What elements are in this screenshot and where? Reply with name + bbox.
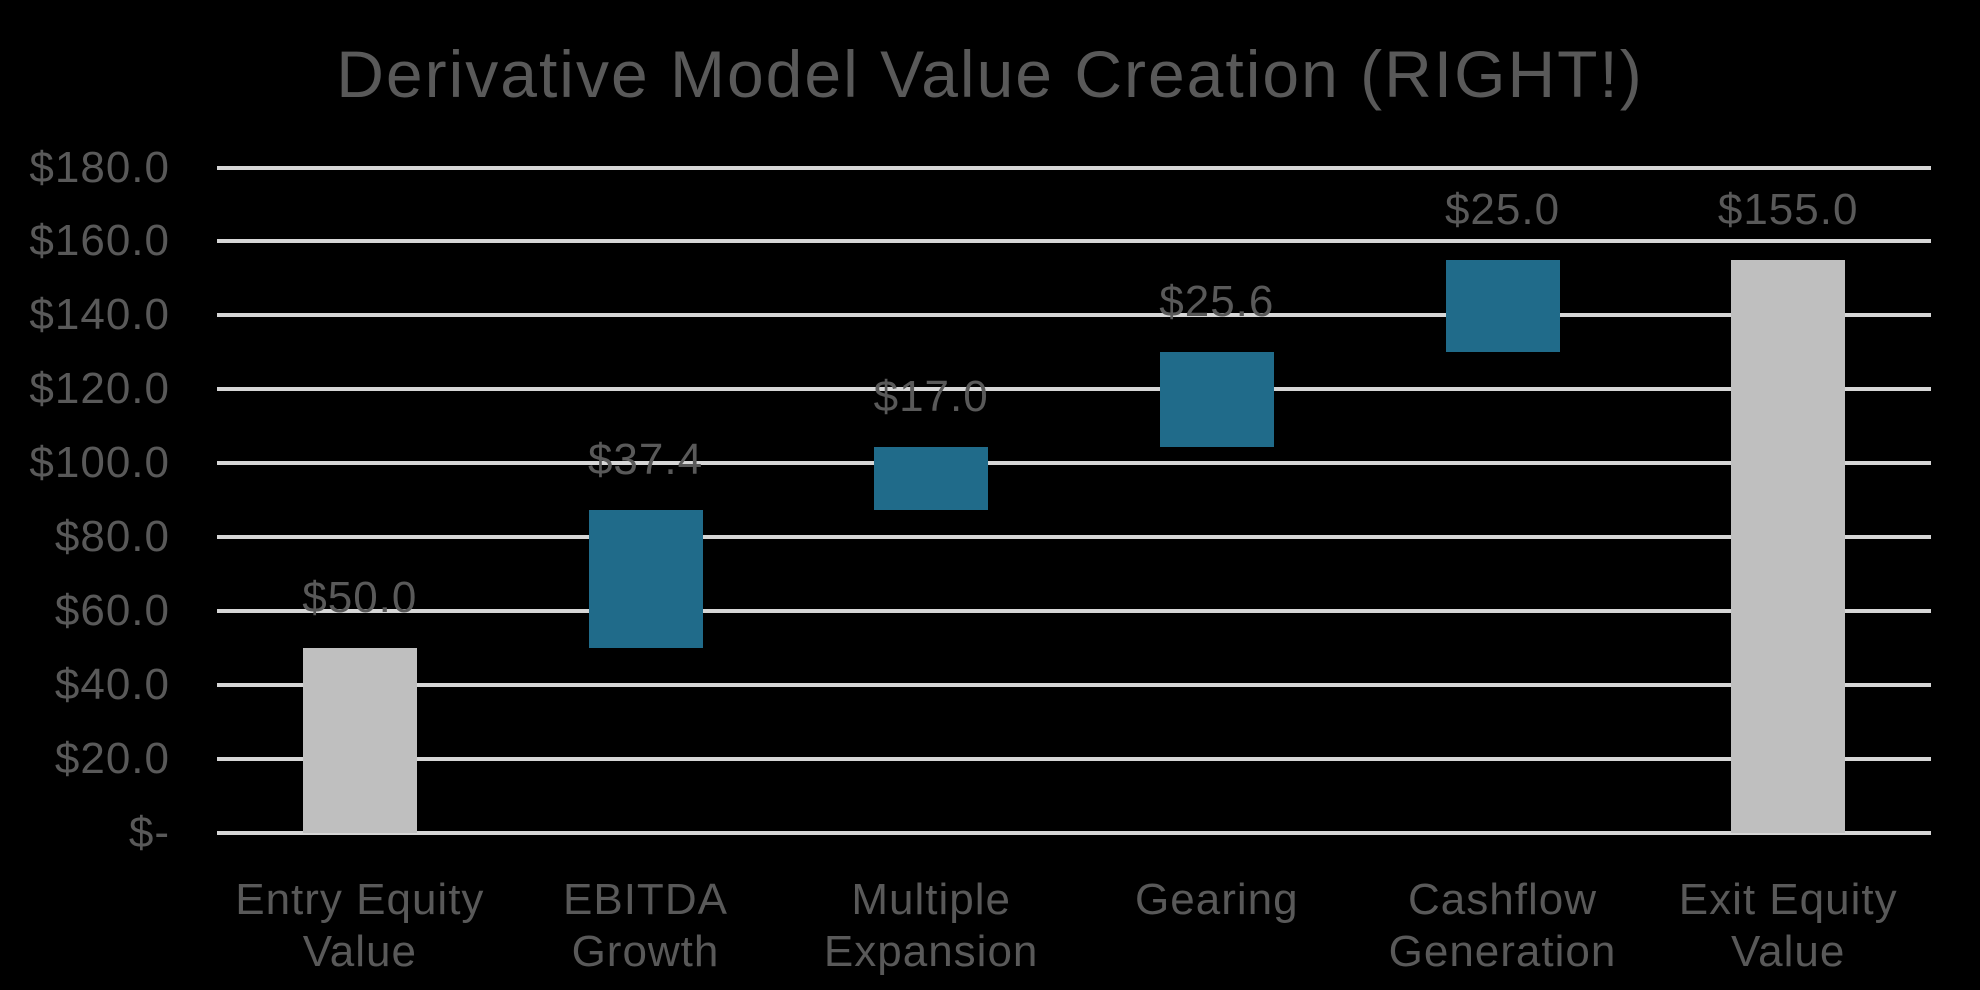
gridline-20: [217, 757, 1931, 762]
data-label-exit-equity-value: $155.0: [1717, 184, 1859, 234]
y-tick-label-160: $160.0: [29, 216, 170, 266]
data-label-cashflow-generation: $25.0: [1444, 184, 1561, 234]
category-label-gearing: Gearing: [1135, 875, 1299, 924]
data-label-gearing: $25.6: [1159, 277, 1275, 327]
gridline-80: [217, 535, 1931, 540]
y-tick-label-20: $20.0: [54, 734, 170, 784]
gridline-180: [217, 165, 1931, 170]
chart-title: Derivative Model Value Creation (RIGHT!): [336, 37, 1644, 111]
bar-multiple-expansion: [874, 447, 989, 510]
category-label-multiple-expansion: Multiple Expansion: [823, 875, 1039, 976]
gridline-100: [217, 461, 1931, 466]
y-tick-label-0: $-: [128, 808, 170, 857]
gridline-0: [217, 831, 1931, 835]
y-tick-label-180: $180.0: [29, 142, 170, 192]
y-tick-label-140: $140.0: [29, 290, 170, 340]
y-tick-label-60: $60.0: [54, 586, 170, 636]
gridline-40: [217, 683, 1931, 688]
y-tick-label-80: $80.0: [54, 512, 170, 562]
gridline-140: [217, 313, 1931, 318]
y-tick-label-40: $40.0: [54, 660, 170, 710]
data-label-entry-equity-value: $50.0: [302, 573, 418, 623]
gridline-120: [217, 387, 1931, 392]
data-label-ebitda-growth: $37.4: [587, 434, 704, 484]
gridline-160: [217, 239, 1931, 244]
bar-cashflow-generation: [1445, 259, 1560, 353]
bar-entry-equity-value: [302, 648, 417, 833]
y-tick-label-120: $120.0: [29, 364, 170, 414]
category-label-entry-equity-value: Entry Equity Value: [235, 875, 485, 976]
bar-exit-equity-value: [1731, 259, 1846, 833]
bar-ebitda-growth: [588, 509, 703, 649]
bar-gearing: [1159, 352, 1274, 447]
category-label-exit-equity-value: Exit Equity Value: [1678, 875, 1898, 976]
y-tick-label-100: $100.0: [29, 438, 170, 488]
data-label-multiple-expansion: $17.0: [873, 372, 989, 421]
category-label-cashflow-generation: Cashflow Generation: [1388, 875, 1617, 976]
gridline-60: [217, 609, 1931, 614]
category-label-ebitda-growth: EBITDA Growth: [563, 875, 728, 976]
